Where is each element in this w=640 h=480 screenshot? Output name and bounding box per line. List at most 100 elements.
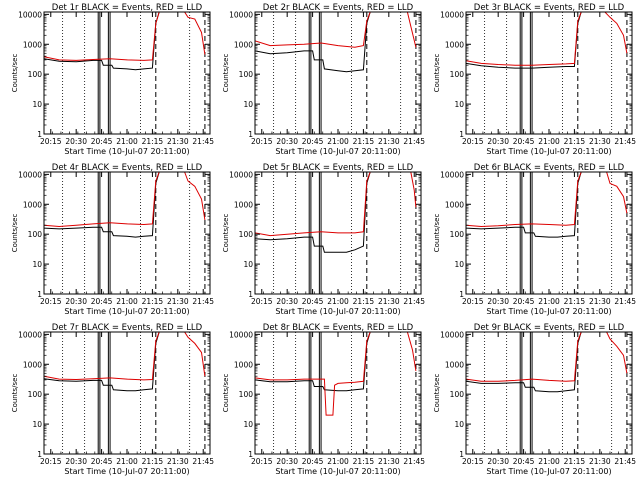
y-axis-label: Counts/sec [11, 214, 19, 253]
y-tick-label: 10 [32, 100, 42, 109]
y-tick-label: 1 [459, 290, 464, 299]
events-series-line [466, 172, 582, 238]
x-axis-label: Start Time (10-Jul-07 20:11:00) [486, 307, 611, 316]
x-tick-label: 20:45 [513, 297, 535, 306]
x-tick-label: 20:45 [91, 297, 113, 306]
x-tick-label: 21:15 [142, 137, 164, 146]
y-tick-label: 1 [459, 130, 464, 139]
y-tick-label: 10 [454, 260, 464, 269]
y-tick-label: 1000 [23, 40, 42, 49]
y-tick-label: 100 [28, 390, 43, 399]
x-tick-label: 21:00 [327, 137, 349, 146]
x-tick-label: 20:30 [65, 137, 87, 146]
x-tick-label: 21:00 [538, 297, 560, 306]
y-axis-label: Counts/sec [11, 54, 19, 93]
chart-panel-1: Det 1r BLACK = Events, RED = LLD 1 10 100 10… [11, 3, 214, 156]
x-tick-label: 20:30 [487, 297, 509, 306]
y-tick-label: 1 [37, 290, 42, 299]
y-tick-label: 10000 [18, 330, 42, 339]
plot-frame [43, 331, 211, 455]
y-tick-label: 100 [239, 390, 254, 399]
x-tick-label: 21:30 [378, 137, 400, 146]
y-tick-label: 10000 [229, 330, 253, 339]
y-tick-label: 1 [248, 130, 253, 139]
chart-panel-4: Det 4r BLACK = Events, RED = LLD 1 10 100 10… [11, 163, 214, 316]
x-axis-label: Start Time (10-Jul-07 20:11:00) [486, 147, 611, 156]
y-tick-label: 1 [37, 450, 42, 459]
y-tick-label: 10000 [229, 10, 253, 19]
y-tick-label: 1 [37, 130, 42, 139]
x-tick-label: 21:45 [614, 457, 636, 466]
x-tick-label: 21:15 [142, 297, 164, 306]
events-series-line [466, 332, 582, 393]
chart-title: Det 2r BLACK = Events, RED = LLD [263, 3, 414, 13]
x-tick-label: 20:45 [91, 457, 113, 466]
y-axis-label: Counts/sec [222, 214, 230, 253]
x-tick-label: 21:15 [353, 297, 375, 306]
y-tick-label: 1000 [234, 40, 253, 49]
chart-panel-3: Det 3r BLACK = Events, RED = LLD 1 10 100 10… [433, 3, 636, 156]
chart-title: Det 8r BLACK = Events, RED = LLD [263, 323, 414, 333]
lld-series-line [255, 172, 417, 237]
x-tick-label: 21:15 [353, 137, 375, 146]
y-tick-label: 10000 [440, 10, 464, 19]
x-axis-label: Start Time (10-Jul-07 20:11:00) [64, 147, 189, 156]
y-tick-label: 100 [450, 390, 465, 399]
x-axis-label: Start Time (10-Jul-07 20:11:00) [275, 467, 400, 476]
chart-title: Det 9r BLACK = Events, RED = LLD [474, 323, 625, 333]
chart-panel-9: Det 9r BLACK = Events, RED = LLD 1 10 100 10… [433, 323, 636, 476]
y-tick-label: 100 [450, 70, 465, 79]
y-tick-label: 1000 [445, 360, 464, 369]
y-tick-label: 1000 [234, 360, 253, 369]
x-tick-label: 21:00 [116, 457, 138, 466]
chart-panel-6: Det 6r BLACK = Events, RED = LLD 1 10 100 10… [433, 163, 636, 316]
x-tick-label: 21:30 [167, 297, 189, 306]
chart-panel-2: Det 2r BLACK = Events, RED = LLD 1 10 100 10… [222, 3, 425, 156]
y-tick-label: 10 [243, 420, 253, 429]
x-tick-label: 20:15 [40, 137, 62, 146]
y-tick-label: 1 [248, 290, 253, 299]
y-tick-label: 10 [454, 100, 464, 109]
x-tick-label: 20:30 [276, 137, 298, 146]
x-tick-label: 20:15 [251, 457, 273, 466]
lld-series-line [255, 332, 417, 416]
x-tick-label: 20:45 [302, 297, 324, 306]
x-tick-label: 20:30 [65, 297, 87, 306]
chart-title: Det 4r BLACK = Events, RED = LLD [52, 163, 203, 173]
x-tick-label: 20:30 [65, 457, 87, 466]
y-axis-label: Counts/sec [222, 374, 230, 413]
events-series-line [44, 332, 160, 392]
y-tick-label: 1000 [445, 40, 464, 49]
y-tick-label: 10 [243, 260, 253, 269]
chart-panel-5: Det 5r BLACK = Events, RED = LLD 1 10 100 10… [222, 163, 425, 316]
x-tick-label: 20:45 [513, 457, 535, 466]
x-tick-label: 21:30 [167, 137, 189, 146]
x-tick-label: 21:45 [403, 297, 425, 306]
x-tick-label: 20:15 [251, 137, 273, 146]
x-tick-label: 20:15 [462, 457, 484, 466]
x-tick-label: 20:30 [276, 297, 298, 306]
y-axis-label: Counts/sec [11, 374, 19, 413]
chart-title: Det 7r BLACK = Events, RED = LLD [52, 323, 203, 333]
lld-series-line [466, 332, 628, 382]
y-tick-label: 1000 [23, 360, 42, 369]
y-tick-label: 100 [28, 230, 43, 239]
x-tick-label: 21:30 [167, 457, 189, 466]
events-series-line [255, 172, 371, 253]
chart-panel-8: Det 8r BLACK = Events, RED = LLD 1 10 100 10… [222, 323, 425, 476]
x-axis-label: Start Time (10-Jul-07 20:11:00) [64, 467, 189, 476]
x-tick-label: 20:15 [462, 137, 484, 146]
y-tick-label: 1 [248, 450, 253, 459]
x-tick-label: 20:15 [40, 297, 62, 306]
y-tick-label: 10000 [440, 330, 464, 339]
y-tick-label: 100 [450, 230, 465, 239]
events-series-line [255, 332, 371, 392]
x-tick-label: 21:30 [378, 297, 400, 306]
x-tick-label: 21:00 [327, 297, 349, 306]
lld-series-line [44, 332, 206, 381]
x-tick-label: 21:00 [116, 297, 138, 306]
chart-title: Det 1r BLACK = Events, RED = LLD [52, 3, 203, 13]
x-tick-label: 21:15 [353, 457, 375, 466]
x-tick-label: 20:45 [302, 137, 324, 146]
